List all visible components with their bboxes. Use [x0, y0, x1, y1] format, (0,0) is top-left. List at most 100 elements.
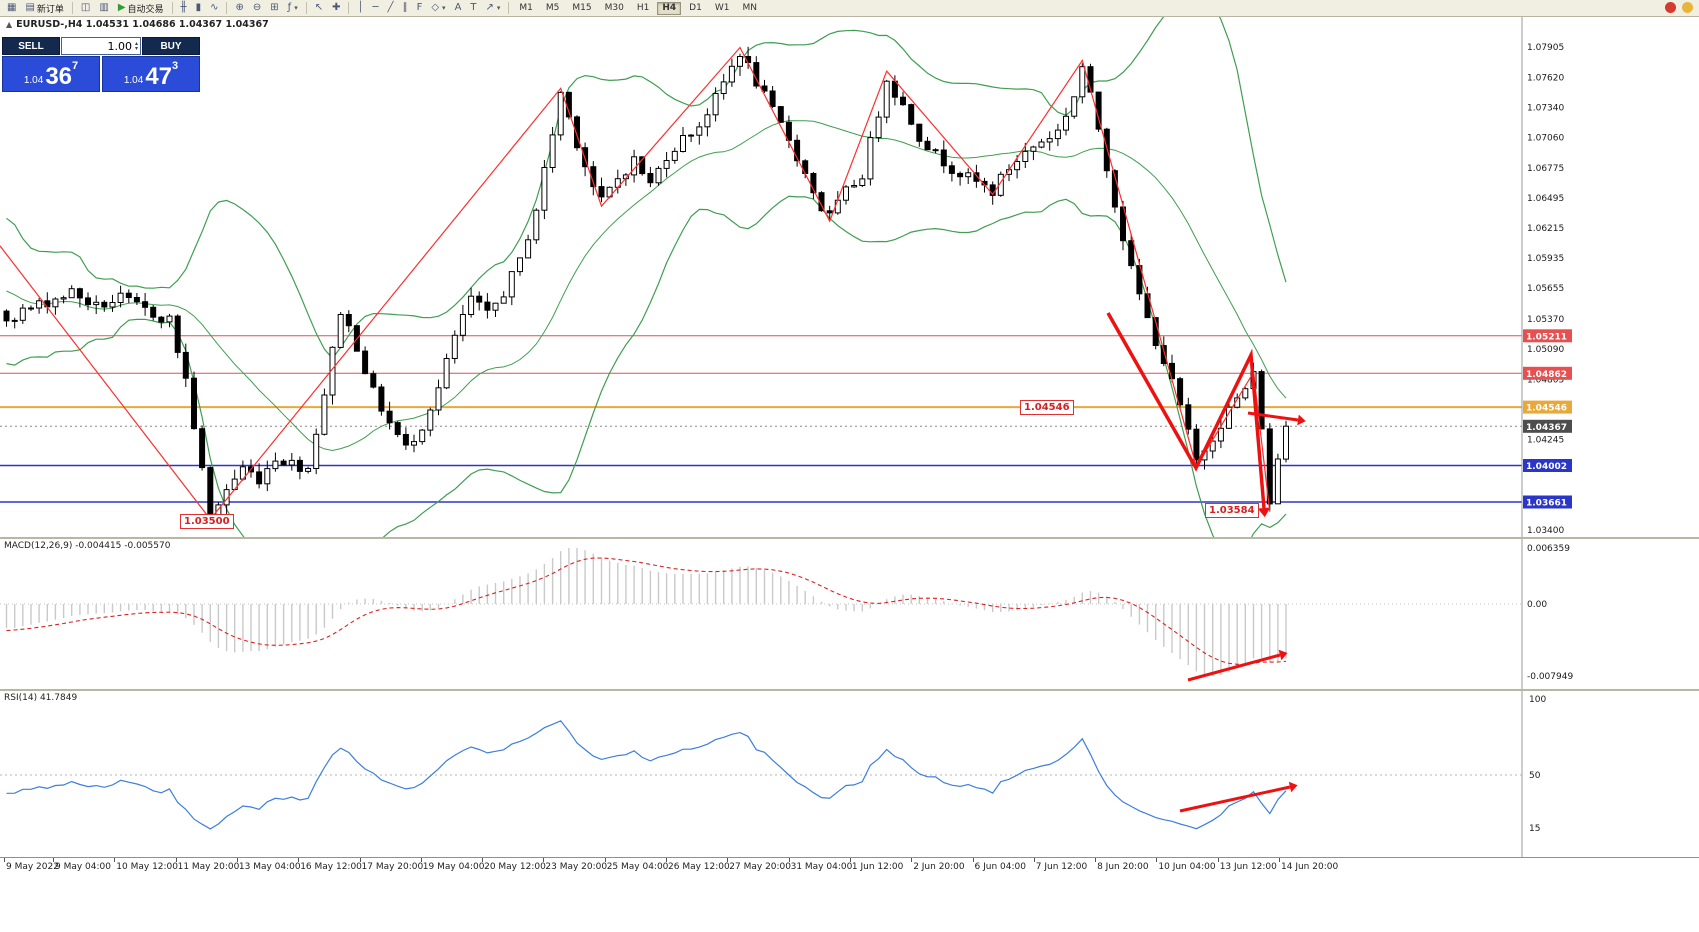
volume-down-icon[interactable]: ▾	[134, 45, 138, 52]
macd-histogram	[5, 548, 1287, 676]
tile-windows-button[interactable]: ⊞	[266, 1, 282, 15]
timeframe-M30-button[interactable]: M30	[604, 3, 624, 13]
volume-stepper[interactable]: 1.00 ▴ ▾	[61, 37, 141, 55]
chart-window-button[interactable]: ◫	[77, 1, 94, 15]
price-axis-label: 1.05935	[1527, 254, 1564, 264]
price-chart-canvas[interactable]: 1.07905 1.07620 1.07340 1.07060 1.06775 1.064…	[0, 17, 1699, 537]
timeframe-H1-button[interactable]: H1	[636, 3, 650, 13]
timeframe-M5-button[interactable]: M5	[545, 3, 560, 13]
timeframe-W1-button[interactable]: W1	[714, 3, 730, 13]
zoom-out-button[interactable]: ⊖	[249, 1, 265, 15]
new-order-button[interactable]: ▤ 新订单	[25, 2, 64, 15]
buy-price-button[interactable]: 1.04 47 3	[102, 56, 200, 92]
time-axis-tick	[4, 858, 5, 862]
crosshair-button[interactable]: ✚	[328, 1, 344, 15]
time-axis-tick	[236, 858, 238, 862]
dropdown-arrow-icon[interactable]: ▾	[496, 4, 501, 12]
price-axis-label: 1.07340	[1527, 104, 1564, 114]
sell-price-button[interactable]: 1.04 36 7	[2, 56, 100, 92]
time-axis-label: 14 Jun 20:00	[1281, 862, 1339, 872]
dropdown-arrow-icon[interactable]: ▾	[442, 4, 446, 12]
community-red-icon[interactable]	[1665, 2, 1676, 13]
time-axis[interactable]: 9 May 2022 9 May 04:00 10 May 12:00 11 May …	[0, 857, 1699, 875]
price-axis-label: 1.07060	[1527, 134, 1564, 144]
time-axis-label: 6 Jun 04:00	[974, 862, 1026, 872]
zigzag-line[interactable]	[0, 46, 1271, 521]
macd-axis-max: 0.006359	[1527, 544, 1570, 554]
zoom-in-button[interactable]: ⊕	[231, 1, 247, 15]
buy-button[interactable]: BUY	[142, 37, 200, 55]
autotrade-icon: ▶	[117, 2, 126, 13]
shapes-button[interactable]: ◇ ▾	[427, 1, 449, 15]
line-chart-button[interactable]: ∿	[206, 1, 222, 15]
time-axis-tick	[1217, 858, 1219, 862]
bar-chart-button[interactable]: ╫	[177, 1, 191, 15]
new-chart-button[interactable]: ▦	[3, 1, 20, 15]
rsi-canvas[interactable]: 100 50 15	[0, 691, 1699, 857]
candlestick-chart-button[interactable]: ▮	[192, 1, 206, 15]
time-axis-label: 13 May 04:00	[238, 862, 301, 872]
symbol-info: ▲ EURUSD-,H4 1.04531 1.04686 1.04367 1.0…	[6, 19, 269, 30]
volume-up-icon[interactable]: ▴	[134, 40, 138, 47]
price-badge	[1523, 366, 1572, 380]
time-axis-tick	[666, 858, 667, 862]
price-axis-label: 1.05370	[1527, 315, 1564, 325]
line-chart-icon: ∿	[210, 2, 219, 13]
horizontal-line-button[interactable]: ─	[369, 1, 383, 15]
tile-windows-icon: ⊞	[270, 2, 279, 13]
time-axis-tick	[114, 858, 116, 862]
time-axis-tick	[543, 858, 545, 862]
symbol-ohlc-text: EURUSD-,H4 1.04531 1.04686 1.04367 1.043…	[16, 19, 269, 30]
cursor-button[interactable]: ↖	[311, 1, 327, 15]
rsi-panel[interactable]: 100 50 15 RSI(14) 41.7849	[0, 691, 1699, 857]
community-yellow-icon[interactable]	[1682, 2, 1693, 13]
price-badge	[1523, 400, 1572, 414]
price-annotation[interactable]: 1.03500	[180, 514, 234, 529]
price-annotation[interactable]: 1.04546	[1020, 400, 1074, 415]
price-axis-label: 1.05090	[1527, 345, 1564, 355]
trend-arrow[interactable]	[1179, 785, 1291, 813]
timeframe-H4-button[interactable]: H4	[657, 1, 682, 15]
volume-value[interactable]: 1.00	[107, 39, 132, 53]
macd-axis-zero: 0.00	[1527, 600, 1547, 610]
rsi-axis-label: 100	[1529, 695, 1546, 705]
navigator-button[interactable]: ▥	[95, 1, 112, 15]
sell-button[interactable]: SELL	[2, 37, 60, 55]
macd-axis-min: -0.007949	[1527, 672, 1573, 682]
timeframe-M15-button[interactable]: M15	[572, 3, 592, 13]
timeframe-M1-button[interactable]: M1	[519, 3, 533, 13]
text-button[interactable]: A	[451, 1, 466, 15]
fibonacci-button[interactable]: F	[413, 1, 427, 15]
indicators-button[interactable]: ƒ ▾	[284, 1, 302, 15]
time-axis-label: 23 May 20:00	[545, 862, 608, 872]
price-chart-panel[interactable]: 1.07905 1.07620 1.07340 1.07060 1.06775 1.064…	[0, 17, 1699, 537]
text-label-button[interactable]: T	[466, 1, 480, 15]
arrow-head	[1257, 507, 1271, 518]
buy-price-sup: 3	[172, 60, 179, 72]
bollinger-lower-band	[6, 195, 1287, 537]
new-order-icon: ▤	[25, 2, 35, 13]
vertical-line-button[interactable]: │	[353, 1, 367, 15]
trendline-button[interactable]: ╱	[384, 1, 398, 15]
main-toolbar: ▦ ▤ 新订单 ◫ ▥ ▶ 自动交易 ╫ ▮ ∿ ⊕ ⊖ ⊞ ƒ ▾ ↖ ✚ │ ─ ╱ ∥ F ◇ ▾ A T ↗ ▾ M1 M5 M15…	[0, 0, 1699, 17]
time-axis-label: 13 Jun 12:00	[1219, 862, 1277, 872]
timeframe-D1-button[interactable]: D1	[689, 3, 702, 13]
trend-arrow[interactable]	[1247, 411, 1299, 422]
rsi-label: RSI(14) 41.7849	[4, 693, 78, 703]
price-annotation[interactable]: 1.03584	[1205, 503, 1259, 518]
arrows-tool-button[interactable]: ↗ ▾	[482, 1, 505, 15]
macd-panel[interactable]: 0.006359 0.00 -0.007949 MACD(12,26,9) -0.0…	[0, 539, 1699, 689]
timeframe-MN-button[interactable]: MN	[742, 3, 757, 13]
price-badge	[1523, 329, 1572, 343]
dropdown-arrow-icon[interactable]: ▾	[294, 4, 298, 12]
price-axis-label: 1.06495	[1527, 194, 1564, 204]
time-axis-label: 2 Jun 20:00	[913, 862, 965, 872]
panel-divider[interactable]	[0, 537, 1699, 539]
bollinger-middle-band	[6, 120, 1287, 452]
autotrade-button[interactable]: ▶ 自动交易	[117, 2, 164, 15]
macd-canvas[interactable]: 0.006359 0.00 -0.007949	[0, 539, 1699, 689]
trend-arrow[interactable]	[1106, 312, 1266, 509]
equidistant-channel-button[interactable]: ∥	[399, 1, 412, 15]
trend-arrow[interactable]	[1187, 653, 1281, 682]
panel-divider[interactable]	[0, 689, 1699, 691]
